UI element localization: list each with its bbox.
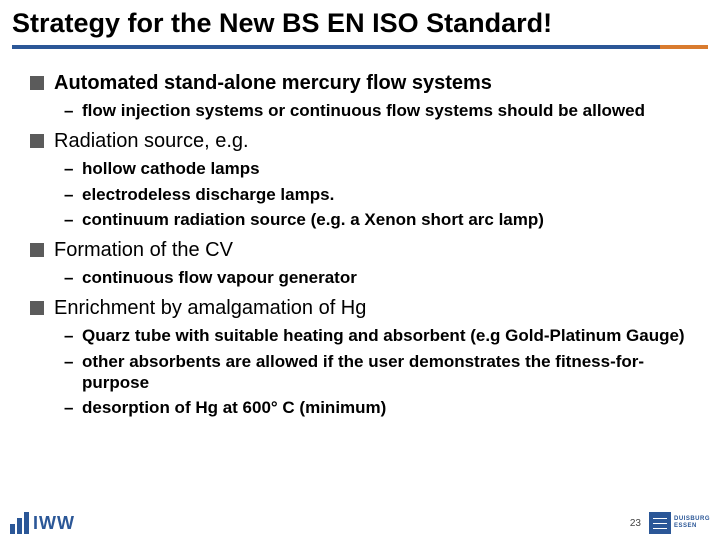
sub-bullet-text: other absorbents are allowed if the user… bbox=[82, 351, 700, 394]
sub-bullet-item: – continuum radiation source (e.g. a Xen… bbox=[64, 209, 700, 230]
university-logo: DUISBURG ESSEN bbox=[649, 512, 710, 534]
sub-bullet-text: desorption of Hg at 600° C (minimum) bbox=[82, 397, 386, 418]
dash-icon: – bbox=[64, 325, 78, 346]
dash-icon: – bbox=[64, 209, 78, 230]
sub-bullet-item: – Quarz tube with suitable heating and a… bbox=[64, 325, 700, 346]
bullet-item: Enrichment by amalgamation of Hg bbox=[30, 296, 700, 321]
university-logo-text: DUISBURG ESSEN bbox=[674, 516, 710, 529]
bullet-item: Formation of the CV bbox=[30, 238, 700, 263]
bullet-item: Automated stand-alone mercury flow syste… bbox=[30, 71, 700, 96]
sub-bullet-text: continuum radiation source (e.g. a Xenon… bbox=[82, 209, 544, 230]
sub-bullet-item: – flow injection systems or continuous f… bbox=[64, 100, 700, 121]
bullet-text: Automated stand-alone mercury flow syste… bbox=[54, 71, 492, 96]
sub-bullet-item: – hollow cathode lamps bbox=[64, 158, 700, 179]
university-logo-icon bbox=[649, 512, 671, 534]
sub-bullet-text: flow injection systems or continuous flo… bbox=[82, 100, 645, 121]
iww-logo: IWW bbox=[10, 512, 75, 534]
square-bullet-icon bbox=[30, 76, 44, 90]
bullet-text: Radiation source, e.g. bbox=[54, 129, 249, 154]
footer: IWW 23 DUISBURG ESSEN bbox=[0, 508, 720, 540]
sub-bullet-text: hollow cathode lamps bbox=[82, 158, 260, 179]
bullet-item: Radiation source, e.g. bbox=[30, 129, 700, 154]
sub-bullet-text: continuous flow vapour generator bbox=[82, 267, 357, 288]
dash-icon: – bbox=[64, 184, 78, 205]
university-name-1: DUISBURG bbox=[674, 516, 710, 523]
dash-icon: – bbox=[64, 351, 78, 372]
dash-icon: – bbox=[64, 397, 78, 418]
sub-bullet-text: Quarz tube with suitable heating and abs… bbox=[82, 325, 685, 346]
dash-icon: – bbox=[64, 267, 78, 288]
dash-icon: – bbox=[64, 100, 78, 121]
content-body: Automated stand-alone mercury flow syste… bbox=[0, 53, 720, 418]
page-number: 23 bbox=[630, 518, 641, 529]
university-name-2: ESSEN bbox=[674, 523, 710, 530]
bullet-text: Enrichment by amalgamation of Hg bbox=[54, 296, 366, 321]
footer-right: 23 DUISBURG ESSEN bbox=[630, 512, 710, 534]
square-bullet-icon bbox=[30, 243, 44, 257]
iww-logo-icon bbox=[10, 512, 29, 534]
dash-icon: – bbox=[64, 158, 78, 179]
sub-bullet-item: – other absorbents are allowed if the us… bbox=[64, 351, 700, 394]
sub-bullet-text: electrodeless discharge lamps. bbox=[82, 184, 334, 205]
title-divider bbox=[12, 45, 708, 49]
sub-bullet-item: – electrodeless discharge lamps. bbox=[64, 184, 700, 205]
square-bullet-icon bbox=[30, 301, 44, 315]
slide-title: Strategy for the New BS EN ISO Standard! bbox=[12, 8, 708, 39]
title-area: Strategy for the New BS EN ISO Standard! bbox=[0, 0, 720, 53]
iww-logo-text: IWW bbox=[33, 513, 75, 534]
sub-bullet-item: – desorption of Hg at 600° C (minimum) bbox=[64, 397, 700, 418]
bullet-text: Formation of the CV bbox=[54, 238, 233, 263]
sub-bullet-item: – continuous flow vapour generator bbox=[64, 267, 700, 288]
square-bullet-icon bbox=[30, 134, 44, 148]
